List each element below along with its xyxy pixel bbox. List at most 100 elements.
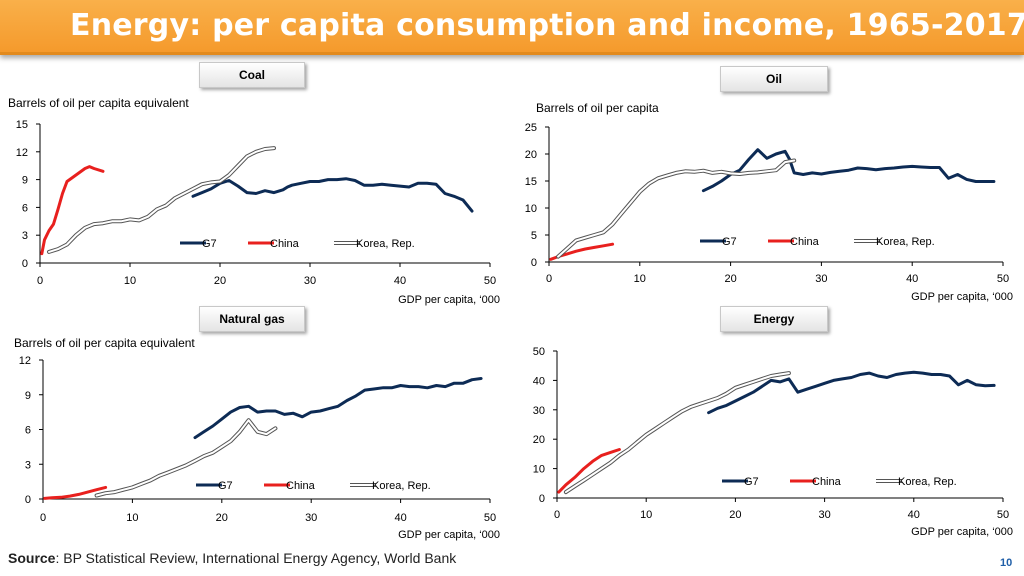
- coal-series-korea-rep-fill: [48, 147, 275, 253]
- natural-gas-x-axis-title: GDP per capita, ‘000: [398, 529, 500, 541]
- coal-legend-korea-rep-label: Korea, Rep.: [356, 238, 415, 250]
- natural-gas-legend-g7-label: G7: [218, 480, 233, 492]
- oil-y-tick-label: 5: [531, 230, 537, 242]
- coal-x-tick-label: 40: [394, 275, 406, 287]
- chip-natural-gas: Natural gas: [199, 306, 305, 332]
- source-label: Source: [8, 550, 56, 566]
- oil-x-tick-label: 0: [546, 273, 552, 285]
- chip-oil: Oil: [720, 66, 828, 92]
- natural-gas-x-tick-label: 50: [484, 512, 496, 524]
- oil-x-tick-label: 40: [906, 273, 918, 285]
- oil-x-tick-label: 20: [724, 273, 736, 285]
- coal-y-tick-label: 9: [22, 175, 28, 187]
- energy-x-tick-label: 0: [554, 509, 560, 521]
- energy-y-tick-label: 50: [533, 346, 545, 358]
- natural-gas-series-china: [43, 485, 108, 500]
- oil-legend: G7 China Korea, Rep.: [700, 236, 935, 248]
- oil-x-axis-title: GDP per capita, ‘000: [911, 291, 1013, 303]
- energy-legend-g7-label: G7: [744, 476, 759, 488]
- chip-energy: Energy: [720, 306, 828, 332]
- natural-gas-x-tick-label: 20: [216, 512, 228, 524]
- oil-y-tick-label: 20: [525, 149, 537, 161]
- energy-y-tick-label: 40: [533, 375, 545, 387]
- coal-y-tick-label: 3: [22, 230, 28, 242]
- natural-gas-y-tick-label: 0: [25, 494, 31, 506]
- coal-legend-china-label: China: [270, 238, 300, 250]
- chip-oil-label: Oil: [765, 72, 782, 86]
- natural-gas-ylabel: Barrels of oil per capita equivalent: [14, 336, 195, 350]
- energy-x-tick-label: 30: [818, 509, 830, 521]
- energy-y-tick-label: 20: [533, 434, 545, 446]
- natural-gas-y-tick-label: 3: [25, 459, 31, 471]
- coal-x-tick-label: 10: [124, 275, 136, 287]
- coal-y-tick-label: 15: [16, 119, 28, 131]
- coal-series-g7: [191, 177, 474, 213]
- oil-y-tick-label: 0: [531, 257, 537, 269]
- energy-series-korea-rep-fill: [564, 372, 790, 494]
- energy-legend-korea-rep-label: Korea, Rep.: [898, 476, 957, 488]
- energy-y-tick-label: 10: [533, 464, 545, 476]
- chip-coal: Coal: [199, 62, 305, 88]
- energy-y-tick-label: 30: [533, 405, 545, 417]
- natural-gas-legend-china-label: China: [286, 480, 316, 492]
- page-number: 10: [1000, 557, 1013, 569]
- energy-series-china: [557, 448, 621, 494]
- oil-y-tick-label: 10: [525, 203, 537, 215]
- energy-legend: G7 China Korea, Rep.: [722, 476, 957, 488]
- coal-ylabel: Barrels of oil per capita equivalent: [8, 96, 189, 110]
- energy-x-tick-label: 50: [997, 509, 1009, 521]
- oil-legend-g7-label: G7: [722, 236, 737, 248]
- oil-series-korea-rep-fill: [557, 159, 796, 258]
- coal-y-tick-label: 6: [22, 202, 28, 214]
- energy-legend-china-label: China: [812, 476, 842, 488]
- natural-gas-y-tick-label: 12: [19, 355, 31, 367]
- oil-ylabel: Barrels of oil per capita: [536, 101, 659, 115]
- energy-x-tick-label: 20: [729, 509, 741, 521]
- coal-y-tick-label: 12: [16, 147, 28, 159]
- chip-natural-gas-label: Natural gas: [219, 312, 285, 326]
- natural-gas-y-tick-label: 6: [25, 425, 31, 437]
- oil-legend-china-label: China: [790, 236, 820, 248]
- oil-y-tick-label: 15: [525, 176, 537, 188]
- energy-x-tick-label: 10: [640, 509, 652, 521]
- chip-coal-label: Coal: [238, 68, 265, 82]
- source-text: : BP Statistical Review, International E…: [55, 550, 457, 566]
- energy-x-axis-title: GDP per capita, ‘000: [911, 526, 1013, 538]
- natural-gas-x-tick-label: 40: [394, 512, 406, 524]
- natural-gas-x-tick-label: 10: [126, 512, 138, 524]
- coal-series-korea-rep: [47, 146, 276, 254]
- coal-x-axis-title: GDP per capita, ‘000: [398, 294, 500, 306]
- oil-y-tick-label: 25: [525, 122, 537, 134]
- chip-energy-label: Energy: [753, 312, 795, 326]
- coal-series-china: [40, 165, 105, 256]
- coal-y-tick-label: 0: [22, 258, 28, 270]
- natural-gas-legend: G7 China Korea, Rep.: [196, 480, 431, 492]
- coal-x-tick-label: 0: [37, 275, 43, 287]
- natural-gas-x-tick-label: 0: [40, 512, 46, 524]
- coal-legend-g7-label: G7: [202, 238, 217, 250]
- title-bar: Energy: per capita consumption and incom…: [0, 0, 1024, 55]
- natural-gas-x-tick-label: 30: [305, 512, 317, 524]
- oil-legend-korea-rep-label: Korea, Rep.: [876, 236, 935, 248]
- oil-x-tick-label: 50: [997, 273, 1009, 285]
- source-note: Source: BP Statistical Review, Internati…: [8, 550, 456, 566]
- page-title: Energy: per capita consumption and incom…: [70, 8, 1024, 43]
- coal-x-tick-label: 50: [484, 275, 496, 287]
- coal-x-tick-label: 30: [304, 275, 316, 287]
- natural-gas-series-g7: [193, 377, 483, 440]
- energy-x-tick-label: 40: [908, 509, 920, 521]
- natural-gas-y-tick-label: 9: [25, 390, 31, 402]
- energy-series-korea-rep: [563, 371, 791, 495]
- natural-gas-legend-korea-rep-label: Korea, Rep.: [372, 480, 431, 492]
- natural-gas-series-korea-rep-fill: [95, 419, 277, 497]
- coal-legend: G7 China Korea, Rep.: [180, 238, 415, 250]
- oil-series-g7: [701, 148, 996, 193]
- natural-gas-series-korea-rep: [94, 418, 278, 498]
- coal-x-tick-label: 20: [214, 275, 226, 287]
- energy-series-g7: [707, 370, 996, 415]
- oil-series-korea-rep: [556, 158, 797, 259]
